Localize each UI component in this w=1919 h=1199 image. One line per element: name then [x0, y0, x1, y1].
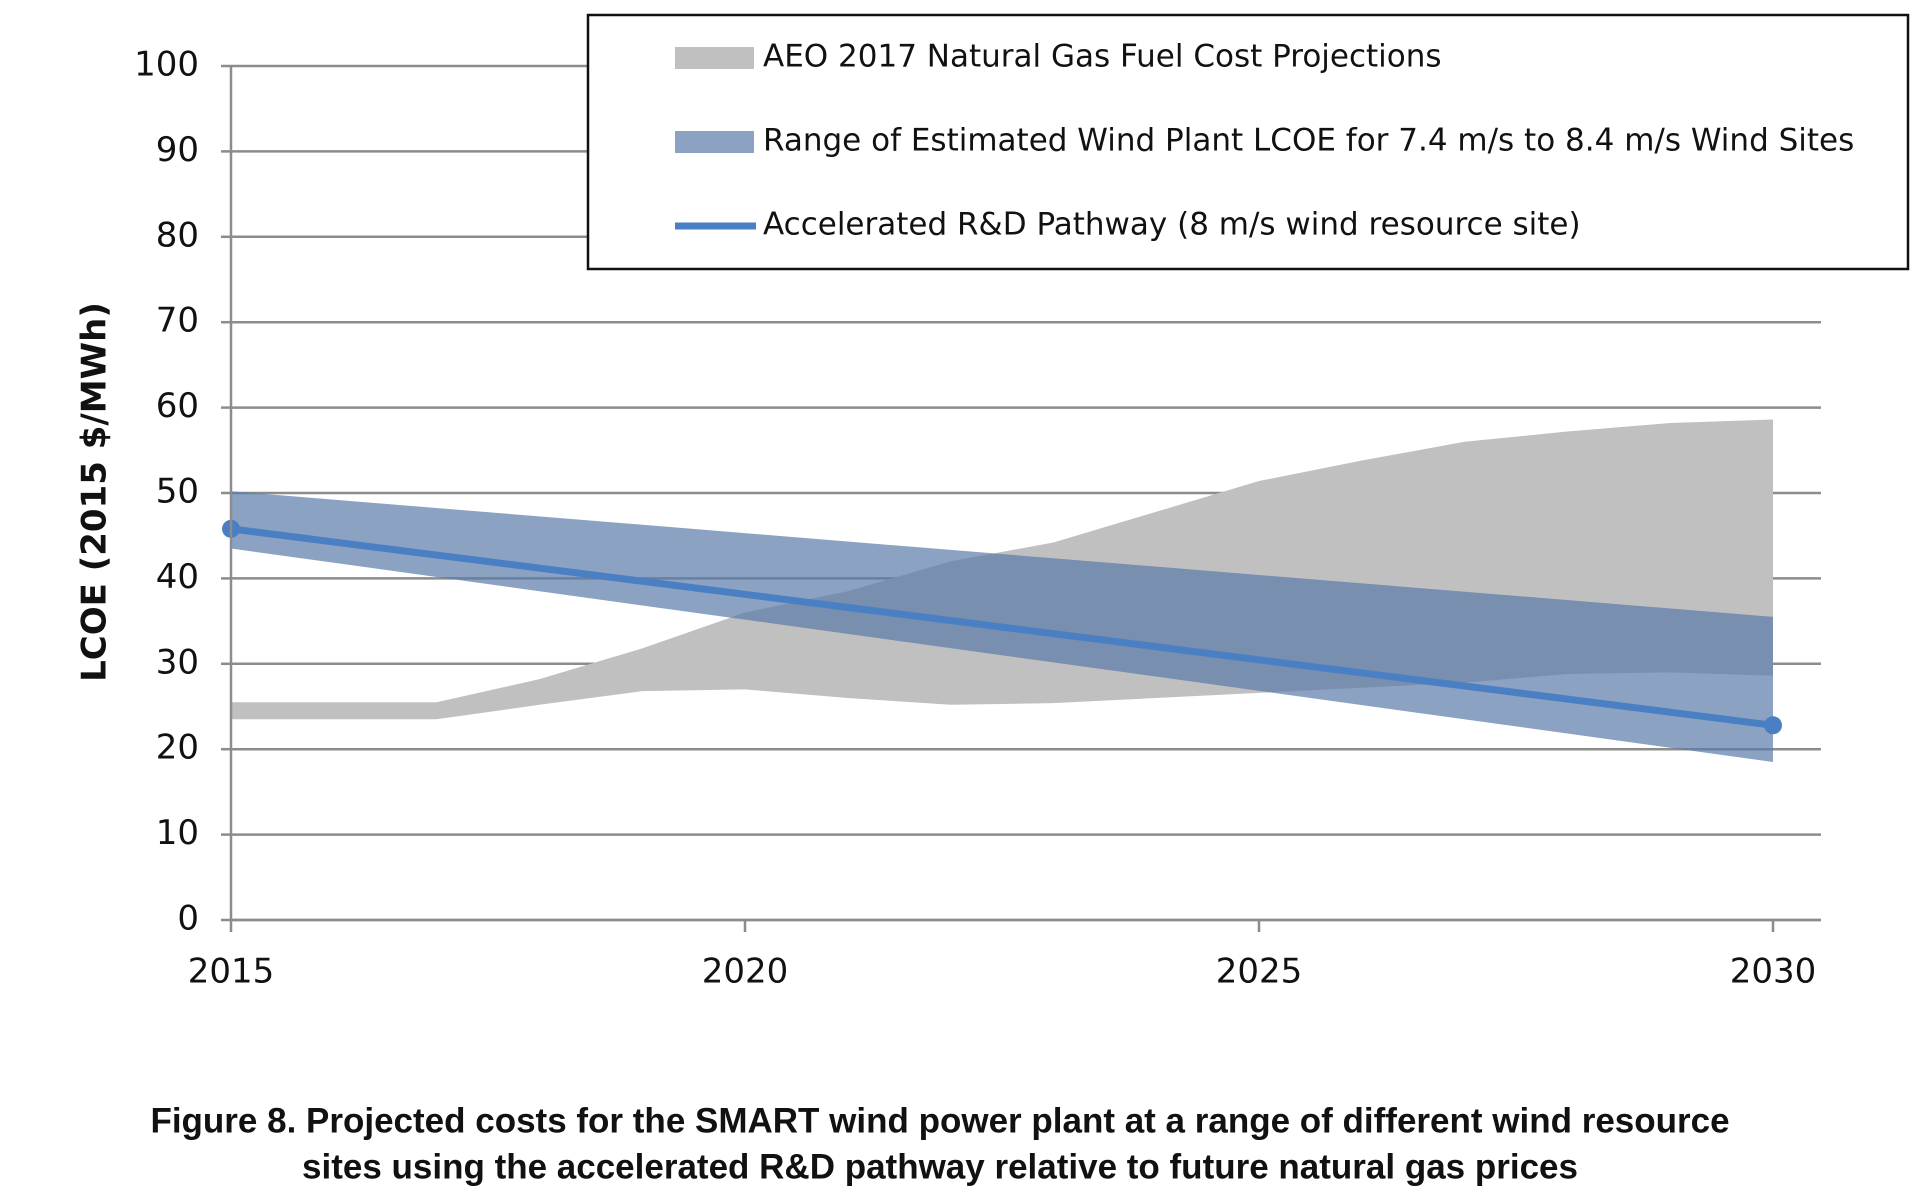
- y-tick-label: 30: [156, 642, 199, 682]
- y-tick-label: 0: [177, 899, 199, 939]
- legend-box: [586, 13, 1910, 271]
- y-tick-label: 60: [156, 386, 199, 426]
- y-tick-label: 50: [156, 472, 199, 512]
- y-axis-title: LCOE (2015 $/MWh): [75, 302, 115, 682]
- caption: Figure 8. Projected costs for the SMART …: [150, 1101, 1729, 1140]
- x-tick-label: 2025: [1216, 952, 1303, 992]
- legend-label: AEO 2017 Natural Gas Fuel Cost Projectio…: [763, 39, 1442, 75]
- line-marker: [1764, 716, 1782, 735]
- legend: AEO 2017 Natural Gas Fuel Cost Projectio…: [675, 39, 1854, 243]
- line: [230, 525, 1774, 729]
- legend-label: Accelerated R&D Pathway (8 m/s wind reso…: [763, 207, 1581, 243]
- y-tick-label: 80: [156, 215, 199, 255]
- x-tick-label: 2030: [1730, 952, 1817, 992]
- caption: sites using the accelerated R&D pathway …: [302, 1147, 1578, 1186]
- y-tick-label: 90: [156, 130, 199, 170]
- y-tick-label: 10: [156, 813, 199, 853]
- y-tick-label: 70: [156, 301, 199, 341]
- y-tick-label: 100: [134, 45, 199, 85]
- x-tick-label: 2015: [188, 952, 275, 992]
- legend-label: Range of Estimated Wind Plant LCOE for 7…: [763, 123, 1854, 159]
- legend-swatch: [675, 47, 754, 69]
- y-tick-label: 40: [156, 557, 199, 597]
- y-tick-label: 20: [156, 728, 199, 768]
- legend-swatch: [675, 131, 754, 153]
- x-tick-label: 2020: [702, 952, 789, 992]
